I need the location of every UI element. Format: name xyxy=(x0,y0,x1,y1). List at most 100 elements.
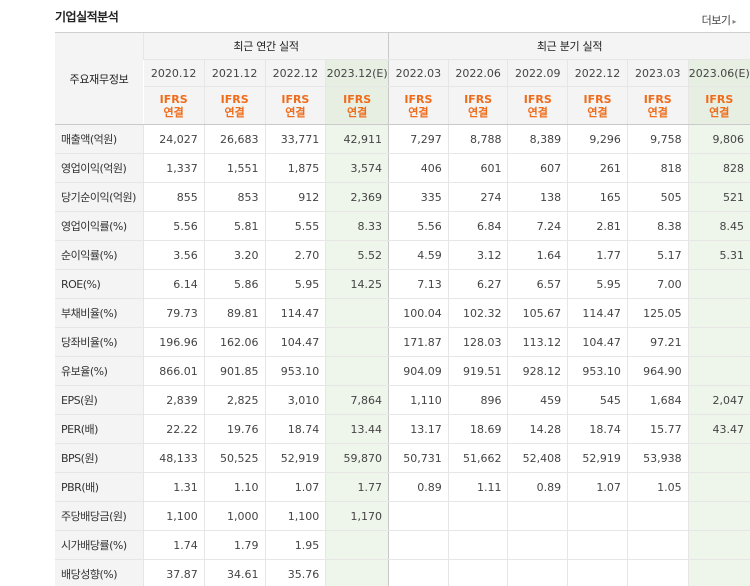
table-row: ROE(%) 6.14 5.86 5.95 14.25 7.13 6.27 6.57 5.95 7… xyxy=(55,269,750,299)
row-label: PER(배) xyxy=(55,414,144,444)
row-label: 유보율(%) xyxy=(55,356,144,386)
table-row: 유보율(%) 866.01 901.85 953.10 904.09 919.51 928.… xyxy=(55,356,750,386)
table-row: 당기순이익(억원) 855 853 912 2,369 335 274 138 165 505 52… xyxy=(55,182,750,212)
ifrs-standard: IFRS xyxy=(404,92,433,106)
table-cell xyxy=(388,530,449,560)
ifrs-consolidated: 연결 xyxy=(467,105,489,119)
table-cell: 33,771 xyxy=(264,124,326,154)
ifrs-consolidated: 연결 xyxy=(587,105,608,119)
row-label: PBR(배) xyxy=(55,472,144,502)
table-cell xyxy=(325,559,390,586)
table-cell xyxy=(626,530,689,560)
table-cell: 104.47 xyxy=(567,327,628,357)
table-cell xyxy=(325,356,390,386)
ifrs-label: IFRS 연결 xyxy=(203,86,265,125)
table-row: 매출액(억원) 24,027 26,683 33,771 42,911 7,297 8,78… xyxy=(55,124,750,154)
annual-group-header: 최근 연간 실적 xyxy=(143,32,390,60)
table-cell: 5.86 xyxy=(203,269,265,299)
period-header: 2022.12 xyxy=(264,59,326,87)
table-cell: 0.89 xyxy=(507,472,568,502)
table-cell xyxy=(325,327,390,357)
table-cell: 1,551 xyxy=(203,153,265,183)
quarter-group-header: 최근 분기 실적 xyxy=(388,32,750,60)
table-cell: 171.87 xyxy=(388,327,449,357)
table-cell: 1,000 xyxy=(203,501,265,531)
table-cell: 2,047 xyxy=(687,385,750,415)
table-cell: 8.33 xyxy=(325,211,390,241)
ifrs-label: IFRS 연결 xyxy=(687,86,750,125)
table-cell xyxy=(687,269,750,299)
table-cell xyxy=(388,501,449,531)
table-row: 시가배당률(%) 1.74 1.79 1.95 xyxy=(55,530,750,560)
table-cell xyxy=(447,501,508,531)
ifrs-standard: IFRS xyxy=(583,92,612,106)
table-cell: 1.95 xyxy=(264,530,326,560)
ifrs-standard: IFRS xyxy=(220,92,249,106)
table-cell: 953.10 xyxy=(264,356,326,386)
row-label: 주당배당금(원) xyxy=(55,501,144,531)
table-cell: 5.95 xyxy=(567,269,628,299)
table-cell: 13.17 xyxy=(388,414,449,444)
table-cell: 9,296 xyxy=(567,124,628,154)
table-cell: 79.73 xyxy=(143,298,205,328)
table-cell: 2.81 xyxy=(567,211,628,241)
table-cell: 335 xyxy=(388,182,449,212)
table-cell xyxy=(687,530,750,560)
table-cell xyxy=(325,530,390,560)
table-cell: 2.70 xyxy=(264,240,326,270)
table-cell xyxy=(325,298,390,328)
table-cell: 128.03 xyxy=(447,327,508,357)
table-cell: 97.21 xyxy=(626,327,689,357)
header-group-row: 주요재무정보 최근 연간 실적 최근 분기 실적 xyxy=(55,32,750,125)
table-cell: 43.47 xyxy=(687,414,750,444)
table-cell xyxy=(388,559,449,586)
table-cell xyxy=(507,530,568,560)
table-cell: 14.28 xyxy=(507,414,568,444)
table-cell: 406 xyxy=(388,153,449,183)
table-cell xyxy=(626,559,689,586)
row-label: ROE(%) xyxy=(55,269,144,299)
table-cell: 8.38 xyxy=(626,211,689,241)
row-label: 부채비율(%) xyxy=(55,298,144,328)
table-row: 배당성향(%) 37.87 34.61 35.76 xyxy=(55,559,750,586)
ifrs-standard: IFRS xyxy=(464,92,493,106)
table-cell: 5.95 xyxy=(264,269,326,299)
row-label: 영업이익(억원) xyxy=(55,153,144,183)
ifrs-standard: IFRS xyxy=(281,92,310,106)
table-cell: 7.13 xyxy=(388,269,449,299)
table-row: 주당배당금(원) 1,100 1,000 1,100 1,170 xyxy=(55,501,750,531)
table-cell: 125.05 xyxy=(626,298,689,328)
table-row: PER(배) 22.22 19.76 18.74 13.44 13.17 18.69 14.2… xyxy=(55,414,750,444)
table-cell: 912 xyxy=(264,182,326,212)
table-cell: 1.11 xyxy=(447,472,508,502)
ifrs-label: IFRS 연결 xyxy=(264,86,326,125)
more-link[interactable]: 더보기 ▸ xyxy=(702,12,737,28)
table-row: 부채비율(%) 79.73 89.81 114.47 100.04 102.32 105.6… xyxy=(55,298,750,328)
table-cell: 5.81 xyxy=(203,211,265,241)
table-cell xyxy=(447,559,508,586)
table-cell xyxy=(687,472,750,502)
table-cell: 1,170 xyxy=(325,501,390,531)
table-cell: 105.67 xyxy=(507,298,568,328)
table-cell: 3,010 xyxy=(264,385,326,415)
table-cell xyxy=(567,559,628,586)
table-cell: 3,574 xyxy=(325,153,390,183)
table-cell: 22.22 xyxy=(143,414,205,444)
table-cell: 8,788 xyxy=(447,124,508,154)
table-cell: 114.47 xyxy=(567,298,628,328)
table-cell: 6.27 xyxy=(447,269,508,299)
table-cell: 521 xyxy=(687,182,750,212)
table-row: 순이익률(%) 3.56 3.20 2.70 5.52 4.59 3.12 1.64 1.77 5… xyxy=(55,240,750,270)
ifrs-consolidated: 연결 xyxy=(285,105,306,119)
table-cell: 904.09 xyxy=(388,356,449,386)
table-cell: 2,825 xyxy=(203,385,265,415)
table-cell: 165 xyxy=(567,182,628,212)
table-cell: 48,133 xyxy=(143,443,205,473)
table-cell: 1.07 xyxy=(567,472,628,502)
table-cell: 459 xyxy=(507,385,568,415)
table-cell xyxy=(567,530,628,560)
table-cell: 9,758 xyxy=(626,124,689,154)
table-cell: 138 xyxy=(507,182,568,212)
table-cell: 18.69 xyxy=(447,414,508,444)
table-cell: 855 xyxy=(143,182,205,212)
